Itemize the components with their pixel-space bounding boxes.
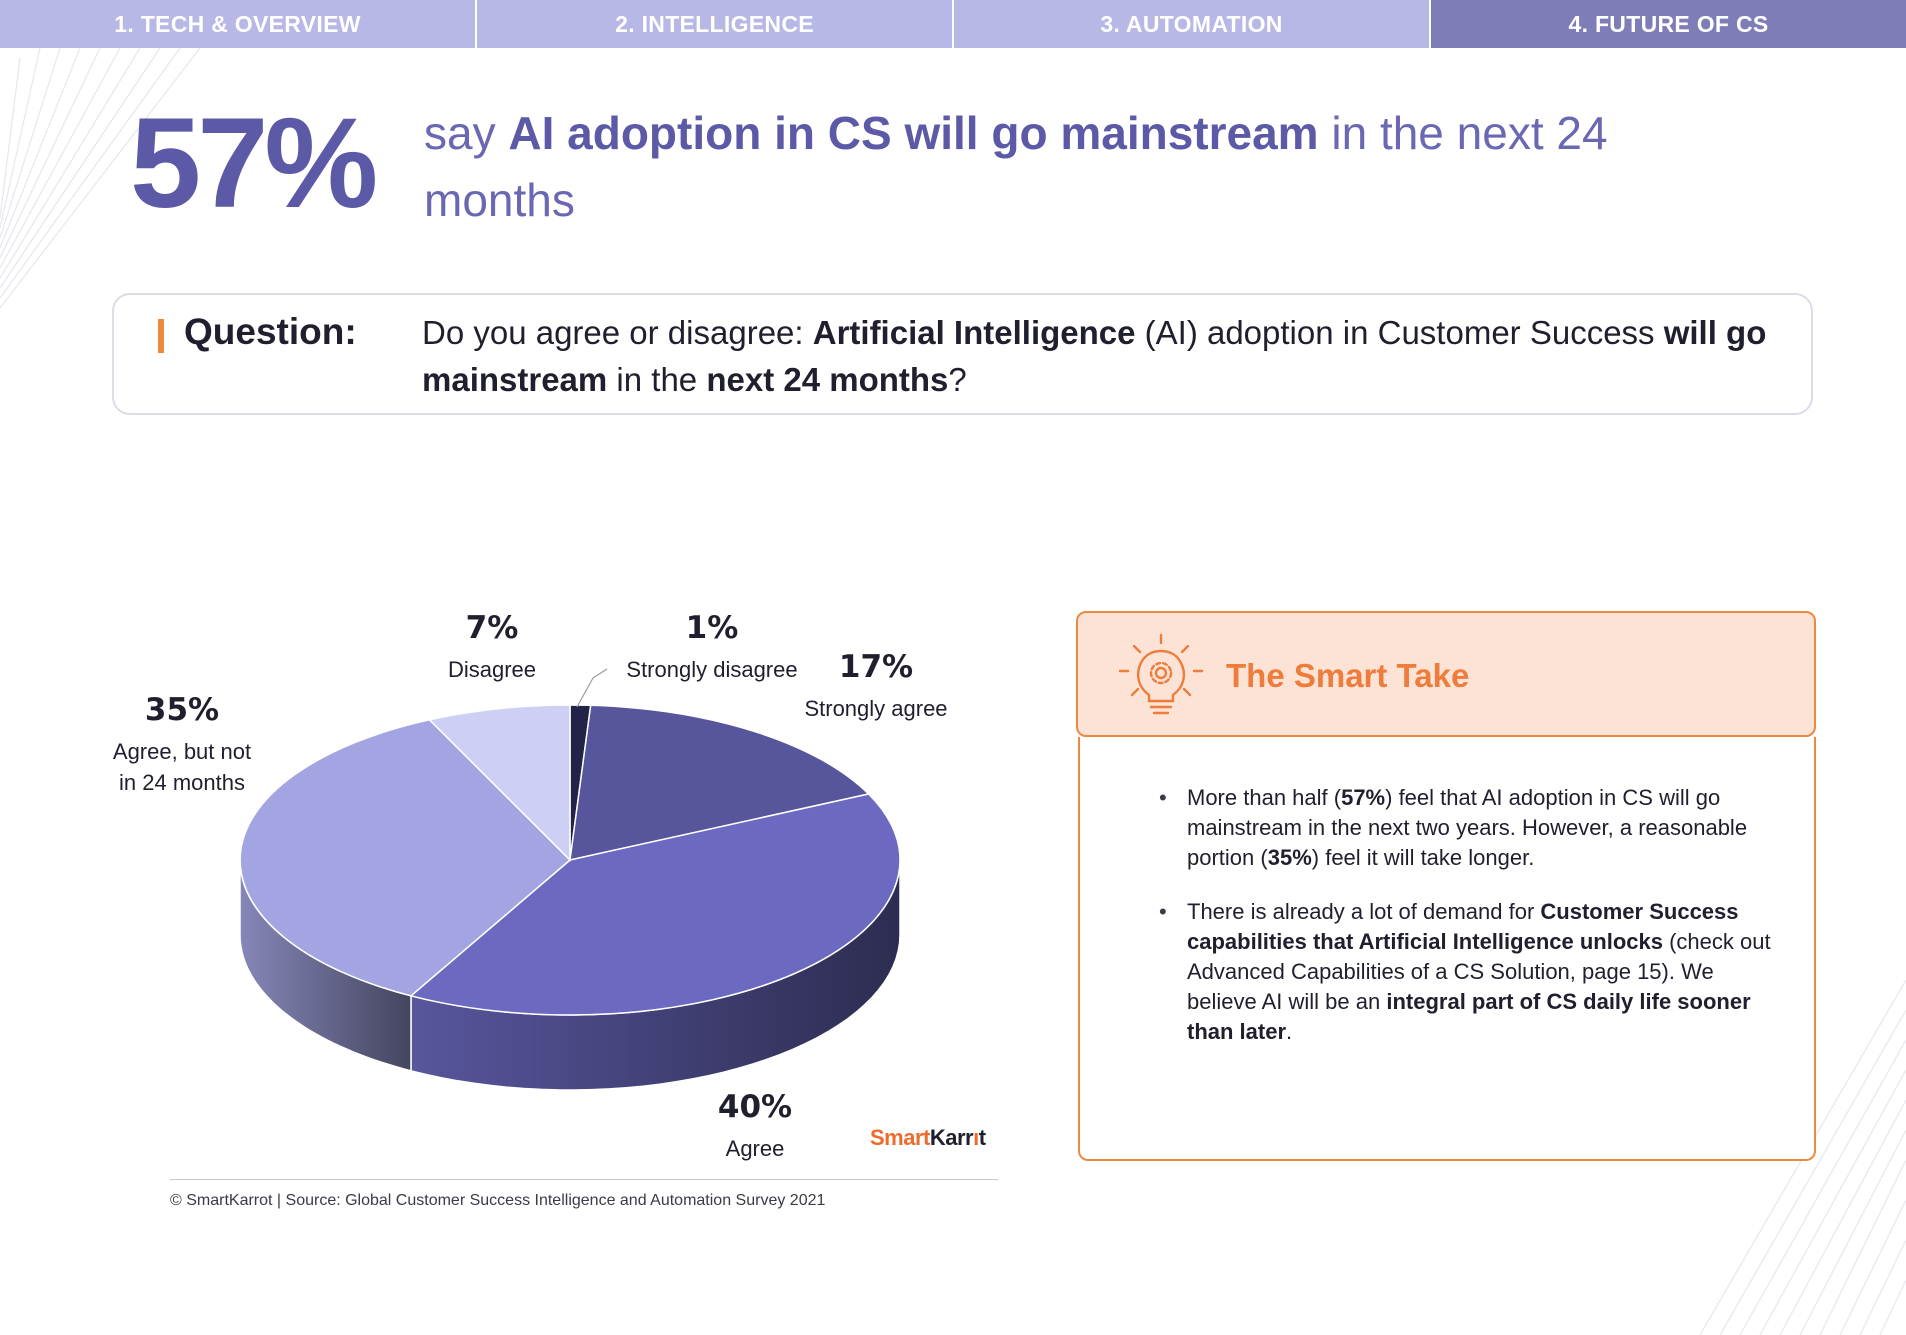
question-part: (AI) adoption in Customer Success (1135, 314, 1664, 351)
pie-data-label: 40% (718, 1089, 792, 1125)
question-box: Question: Do you agree or disagree: Arti… (112, 293, 1813, 415)
bullet-bold: Customer Success capabilities that Artif… (1187, 899, 1739, 954)
bullet-text: There is already a lot of demand for (1187, 899, 1541, 924)
question-bold: Artificial Intelligence (812, 314, 1136, 351)
tab-intelligence[interactable]: 2. INTELLIGENCE (477, 0, 954, 48)
question-accent-bar (158, 319, 164, 353)
pie-data-label: 17% (839, 649, 913, 685)
question-part: Do you agree or disagree: (422, 314, 813, 351)
tab-automation[interactable]: 3. AUTOMATION (954, 0, 1431, 48)
source-footnote: © SmartKarrot | Source: Global Customer … (170, 1192, 826, 1209)
logo-part: Karr (929, 1125, 974, 1150)
tab-tech-overview[interactable]: 1. TECH & OVERVIEW (0, 0, 477, 48)
bullet-bold: 35% (1267, 845, 1312, 870)
pie-data-label: 7% (466, 610, 519, 646)
headline-stat: 57% (130, 92, 378, 235)
bullet-text: . (1286, 1019, 1293, 1044)
tab-future-of-cs[interactable]: 4. FUTURE OF CS (1431, 0, 1906, 48)
pie-category-label: Agree, but not (113, 739, 251, 764)
list-item: There is already a lot of demand for Cus… (1159, 897, 1777, 1047)
pie-category-label: Disagree (448, 657, 536, 682)
question-part: in the (607, 361, 707, 398)
bullet-text: (check out Advanced Capabilities of a CS… (1187, 929, 1771, 1014)
pie-slice-disagree (428, 704, 571, 862)
bullet-text: ) feel that AI adoption in CS will go ma… (1187, 785, 1748, 870)
smart-take-body: More than half (57%) feel that AI adopti… (1078, 737, 1816, 1161)
question-text: Do you agree or disagree: Artificial Int… (422, 309, 1792, 403)
logo-part: Smart (870, 1125, 930, 1150)
bullet-text: More than half ( (1187, 785, 1342, 810)
pie-chart: 1% Strongly disagree 17% Strongly agree 40% A… (0, 580, 1040, 1200)
pie-category-label: Agree (726, 1136, 785, 1161)
bullet-bold: 57% (1341, 785, 1386, 810)
smart-take-header: The Smart Take (1076, 611, 1816, 737)
pie-slice-agree-but-not-in-24-months (239, 718, 572, 997)
pie-slice-strongly-agree (569, 704, 871, 861)
pie-data-label: 1% (686, 610, 739, 646)
pie-data-label: 35% (145, 692, 219, 728)
question-part: ? (948, 361, 967, 398)
question-label: Question: (184, 311, 357, 352)
pie-labels: 1% Strongly disagree 17% Strongly agree 40% A… (113, 610, 948, 1161)
pie-category-label: in 24 months (119, 770, 245, 795)
pie-slice-agree (409, 793, 901, 1016)
footer-divider (170, 1179, 998, 1180)
lightbulb-gear-icon (1118, 633, 1204, 715)
headline-text: say AI adoption in CS will go mainstream… (424, 100, 1704, 234)
section-nav: 1. TECH & OVERVIEW 2. INTELLIGENCE 3. AU… (0, 0, 1906, 48)
smart-take-title: The Smart Take (1226, 657, 1470, 694)
pie-category-label: Strongly disagree (626, 657, 797, 682)
smart-take-list: More than half (57%) feel that AI adopti… (1159, 783, 1777, 1071)
headline-suffix: in the next 24 months (424, 107, 1608, 226)
pie-chart-svg: 1% Strongly disagree 17% Strongly agree 40% A… (113, 610, 948, 1161)
list-item: More than half (57%) feel that AI adopti… (1159, 783, 1777, 873)
question-bold: next 24 months (706, 361, 949, 398)
smartkarrot-logo: SmartKarrıt (870, 1125, 986, 1150)
bullet-text: ) feel it will take longer. (1311, 845, 1535, 870)
logo-part: t (978, 1125, 986, 1150)
pie-top (239, 704, 901, 1016)
pie-category-label: Strongly agree (804, 696, 947, 721)
question-bold: will go mainstream (422, 314, 1767, 398)
headline-prefix: say (424, 107, 509, 159)
bullet-bold: integral part of CS daily life sooner th… (1187, 989, 1751, 1044)
headline-emphasis: AI adoption in CS will go mainstream (508, 107, 1319, 159)
leader-line (576, 668, 608, 708)
